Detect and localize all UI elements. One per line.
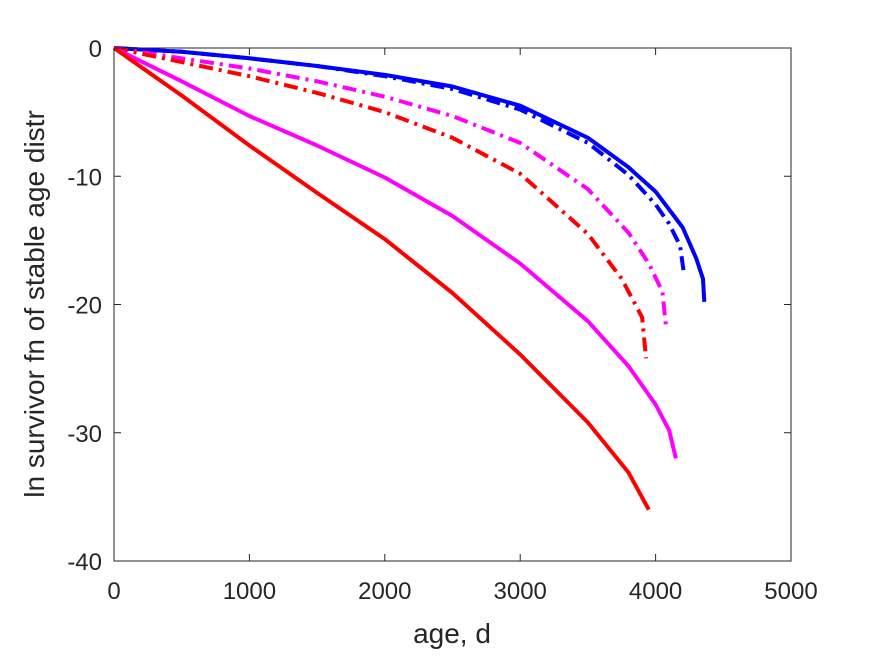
x-tick-label: 5000 — [764, 578, 817, 605]
y-tick-label: 0 — [89, 36, 102, 63]
series-line-2 — [113, 46, 686, 274]
x-tick-label: 4000 — [629, 578, 682, 605]
y-tick-label: -30 — [67, 421, 102, 448]
series-line-4 — [113, 46, 649, 359]
series-line-5 — [113, 46, 678, 459]
y-axis-title: ln survivor fn of stable age distr — [19, 110, 50, 498]
x-tick-label: 2000 — [358, 578, 411, 605]
y-tick-label: -40 — [67, 549, 102, 576]
series-line-3 — [113, 46, 669, 331]
x-tick-label: 3000 — [494, 578, 547, 605]
x-tick-label: 0 — [107, 578, 120, 605]
tick-layer: 0 1000 2000 3000 4000 5000 -40 -30 -20 -10 0 — [67, 36, 817, 605]
series-line-6 — [112, 46, 651, 511]
series-layer — [112, 46, 707, 511]
x-axis-title: age, d — [413, 618, 491, 649]
y-tick-label: -20 — [67, 293, 102, 320]
y-tick-label: -10 — [67, 164, 102, 191]
x-tick-label: 1000 — [223, 578, 276, 605]
